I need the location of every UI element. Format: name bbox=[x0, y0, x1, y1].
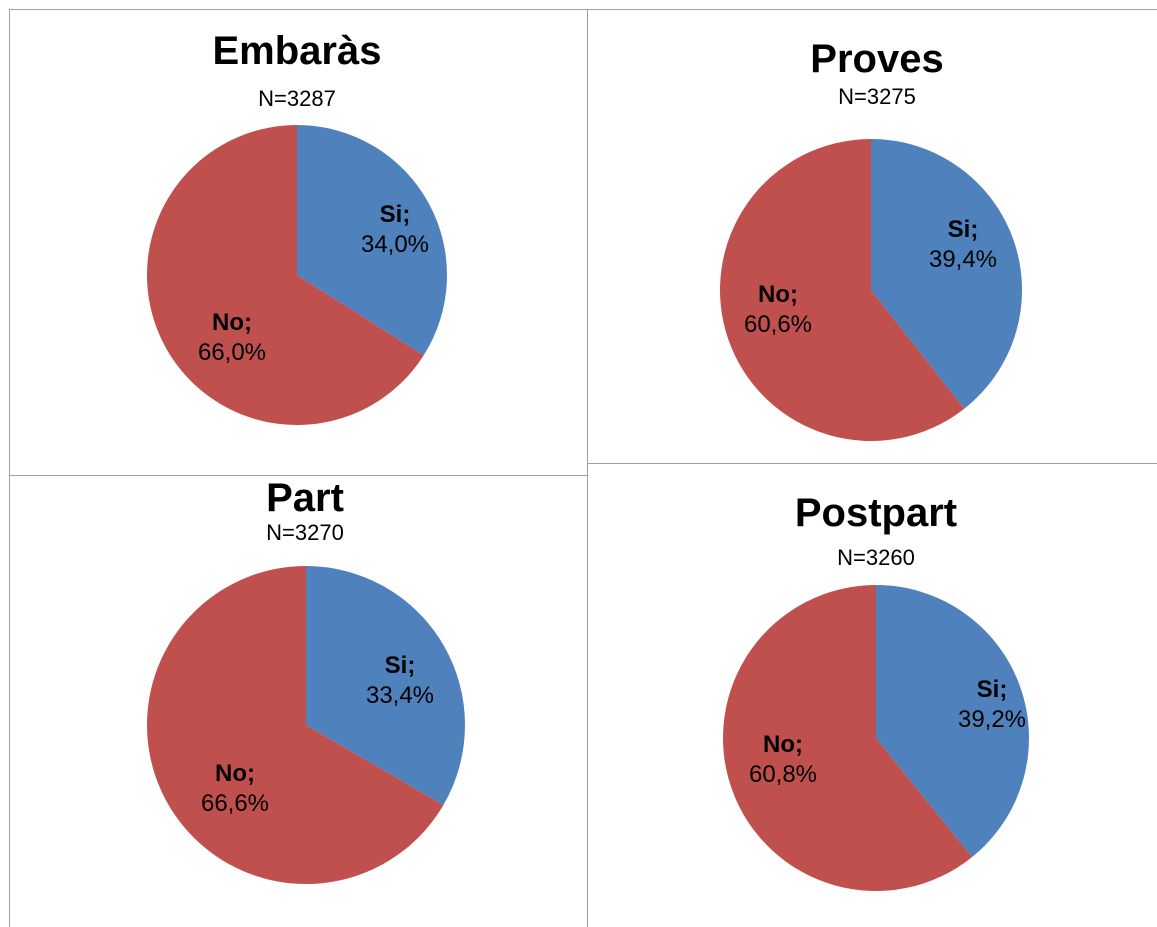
chart-subtitle: N=3260 bbox=[837, 545, 915, 570]
pie-slice-no bbox=[146, 565, 444, 884]
data-label-category-si: Si; bbox=[948, 216, 979, 243]
pie-slice-si bbox=[876, 585, 1029, 858]
data-label-value-si: 34,0% bbox=[361, 231, 429, 258]
frame-center bbox=[587, 9, 588, 927]
data-label-category-no: No; bbox=[763, 731, 803, 758]
pie-slice-no bbox=[146, 125, 424, 426]
chart-title: Part bbox=[266, 476, 344, 520]
pie-slice-si bbox=[297, 125, 447, 356]
data-label-value-si: 33,4% bbox=[366, 682, 434, 709]
pie-slice-si bbox=[871, 138, 1023, 409]
chart-subtitle: N=3270 bbox=[266, 520, 344, 545]
chart-title: Postpart bbox=[795, 491, 957, 535]
data-label-value-no: 66,0% bbox=[198, 339, 266, 366]
pie-slice-no bbox=[722, 585, 973, 891]
data-label-value-si: 39,2% bbox=[958, 706, 1026, 733]
pie-slice-no bbox=[720, 139, 965, 442]
frame-top-left bbox=[9, 9, 587, 10]
data-label-value-no: 66,6% bbox=[201, 790, 269, 817]
data-label-category-si: Si; bbox=[380, 201, 411, 228]
data-label-category-si: Si; bbox=[977, 676, 1008, 703]
frame-middle-left bbox=[9, 475, 587, 476]
data-label-category-no: No; bbox=[758, 281, 798, 308]
pie-slice-si bbox=[306, 566, 465, 806]
data-label-category-no: No; bbox=[215, 760, 255, 787]
chart-title: Proves bbox=[810, 37, 943, 81]
chart-subtitle: N=3287 bbox=[258, 86, 336, 111]
data-label-value-si: 39,4% bbox=[929, 246, 997, 273]
data-label-category-si: Si; bbox=[385, 652, 416, 679]
frame-top-right bbox=[587, 9, 1157, 10]
data-label-value-no: 60,8% bbox=[749, 761, 817, 788]
chart-subtitle: N=3275 bbox=[838, 84, 916, 109]
frame-left bbox=[9, 9, 10, 927]
data-label-value-no: 60,6% bbox=[744, 311, 812, 338]
data-label-category-no: No; bbox=[212, 309, 252, 336]
chart-title: Embaràs bbox=[213, 29, 382, 73]
frame-middle-right bbox=[587, 463, 1157, 464]
